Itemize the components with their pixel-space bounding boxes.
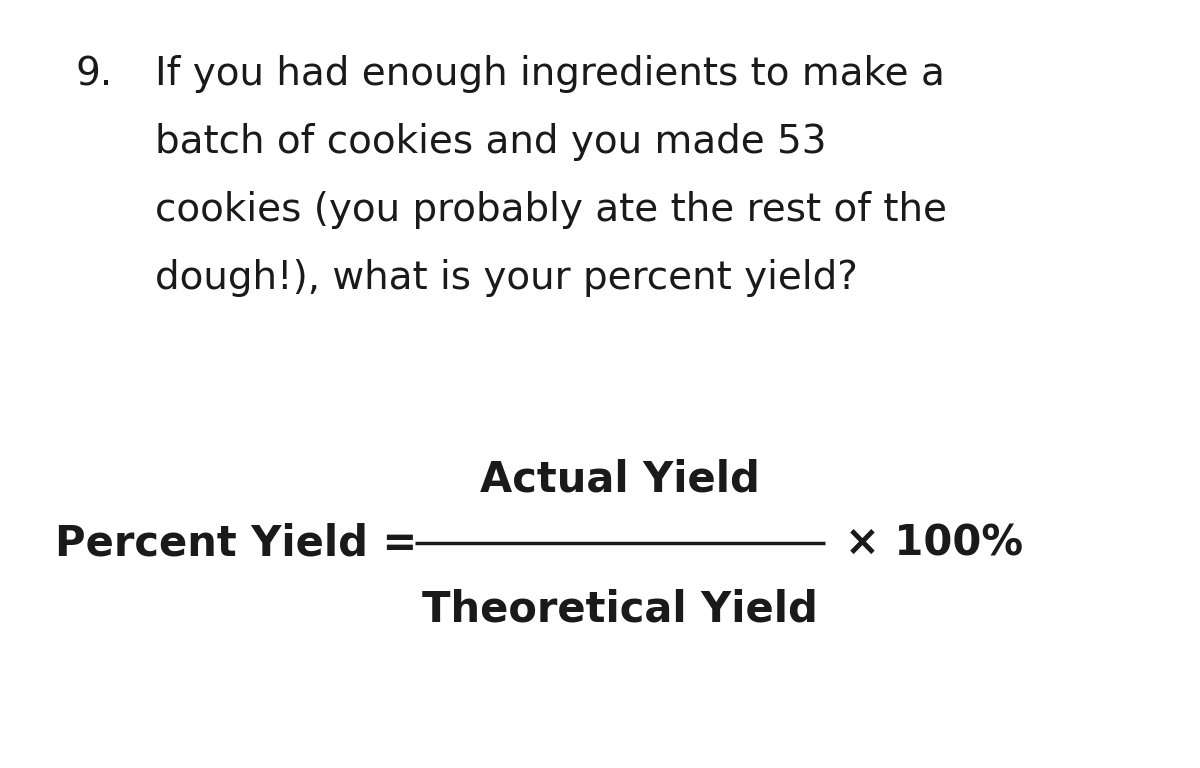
Text: × 100%: × 100% xyxy=(845,522,1024,564)
Text: dough!), what is your percent yield?: dough!), what is your percent yield? xyxy=(155,259,858,297)
Text: batch of cookies and you made 53: batch of cookies and you made 53 xyxy=(155,123,827,161)
Text: Theoretical Yield: Theoretical Yield xyxy=(422,588,818,630)
Text: Actual Yield: Actual Yield xyxy=(480,458,760,500)
Text: 9.: 9. xyxy=(74,55,113,93)
Text: If you had enough ingredients to make a: If you had enough ingredients to make a xyxy=(155,55,944,93)
Text: cookies (you probably ate the rest of the: cookies (you probably ate the rest of th… xyxy=(155,191,947,229)
Text: Percent Yield =: Percent Yield = xyxy=(55,522,418,564)
